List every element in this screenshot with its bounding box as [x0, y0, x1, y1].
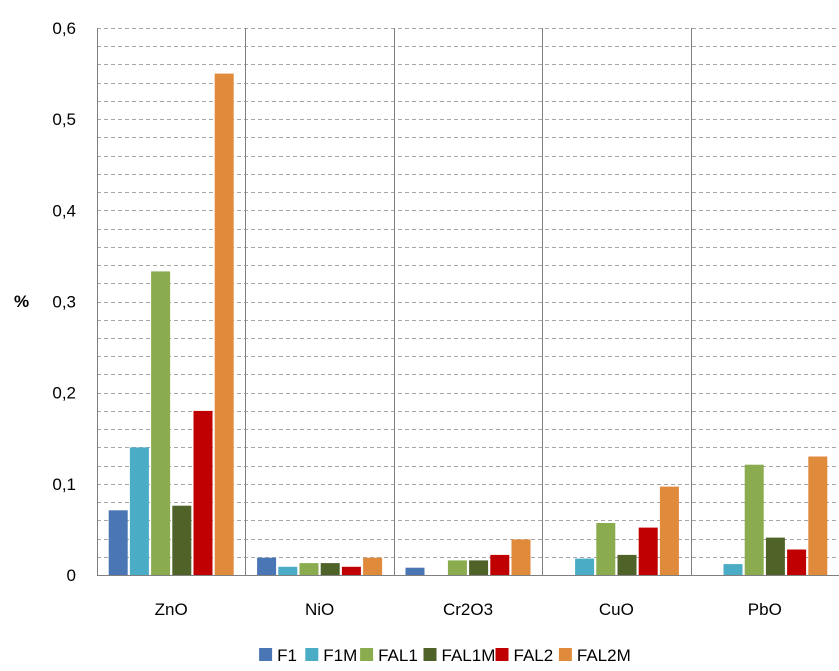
bar-f1m-cuo: [575, 558, 595, 575]
y-tick-label: 0: [67, 566, 76, 585]
bar-f1-zno: [108, 510, 128, 575]
bar-f1m-zno: [129, 447, 149, 575]
bar-f1-nio: [257, 557, 277, 575]
bar-fal1-cr2o3: [447, 560, 467, 575]
axes: [97, 28, 839, 576]
bar-fal2m-cuo: [659, 486, 679, 575]
legend-item-f1: F1: [259, 646, 297, 665]
bar-fal1m-nio: [320, 563, 340, 575]
bar-f1m-nio: [278, 566, 298, 575]
legend-label: FAL1M: [442, 646, 496, 665]
legend-label: FAL2: [514, 646, 554, 665]
legend-swatch: [360, 648, 374, 661]
bar-fal1-zno: [151, 271, 171, 575]
bar-fal2-pbo: [787, 549, 807, 575]
legend-label: FAL2M: [577, 646, 631, 665]
y-axis-label: %: [14, 292, 29, 311]
bar-fal2m-cr2o3: [511, 539, 531, 575]
legend-swatch: [495, 648, 509, 661]
bar-fal1m-cuo: [617, 554, 637, 575]
legend-item-fal1m: FAL1M: [423, 646, 496, 665]
y-tick-label: 0,6: [52, 19, 76, 38]
legend-label: F1M: [323, 646, 357, 665]
x-tick-labels: ZnO NiO Cr2O3 CuO PbO: [155, 600, 782, 619]
y-tick-label: 0,2: [52, 384, 76, 403]
bar-fal1-nio: [299, 563, 319, 575]
y-tick-labels: 0 0,1 0,2 0,3 0,4 0,5 0,6: [52, 19, 76, 585]
legend-swatch: [259, 648, 273, 661]
x-tick-label: CuO: [599, 600, 634, 619]
category-dividers: [245, 28, 692, 575]
bar-fal2m-zno: [214, 73, 234, 575]
x-tick-label: ZnO: [155, 600, 188, 619]
bar-fal2m-pbo: [808, 456, 828, 575]
x-tick-label: Cr2O3: [443, 600, 493, 619]
bar-fal2m-nio: [363, 557, 383, 575]
y-tick-label: 0,3: [52, 293, 76, 312]
bar-fal1m-pbo: [765, 537, 785, 575]
y-tick-label: 0,1: [52, 475, 76, 494]
bar-f1-cr2o3: [405, 567, 425, 575]
y-tick-label: 0,4: [52, 201, 76, 220]
bar-fal1-pbo: [744, 464, 764, 575]
x-tick-label: PbO: [748, 600, 782, 619]
y-tick-label: 0,5: [52, 110, 76, 129]
x-tick-label: NiO: [305, 600, 334, 619]
legend-item-fal2: FAL2: [495, 646, 554, 665]
legend-item-fal1: FAL1: [360, 646, 418, 665]
bar-fal2-nio: [341, 566, 361, 575]
bar-fal1-cuo: [596, 523, 616, 575]
gridlines: [97, 28, 839, 558]
legend-swatch: [305, 648, 319, 661]
legend: F1 F1M FAL1 FAL1M FAL2 FAL2M: [259, 646, 631, 665]
bar-fal1m-cr2o3: [469, 560, 489, 575]
bars: [108, 73, 828, 575]
bar-f1m-pbo: [723, 564, 743, 575]
legend-label: FAL1: [378, 646, 418, 665]
bar-fal1m-zno: [172, 505, 192, 575]
legend-swatch: [558, 648, 572, 661]
legend-item-fal2m: FAL2M: [558, 646, 631, 665]
bar-fal2-cuo: [638, 527, 658, 575]
legend-swatch: [423, 648, 437, 661]
legend-label: F1: [277, 646, 297, 665]
bar-fal2-zno: [193, 410, 213, 575]
bar-fal2-cr2o3: [490, 554, 510, 575]
legend-item-f1m: F1M: [305, 646, 357, 665]
